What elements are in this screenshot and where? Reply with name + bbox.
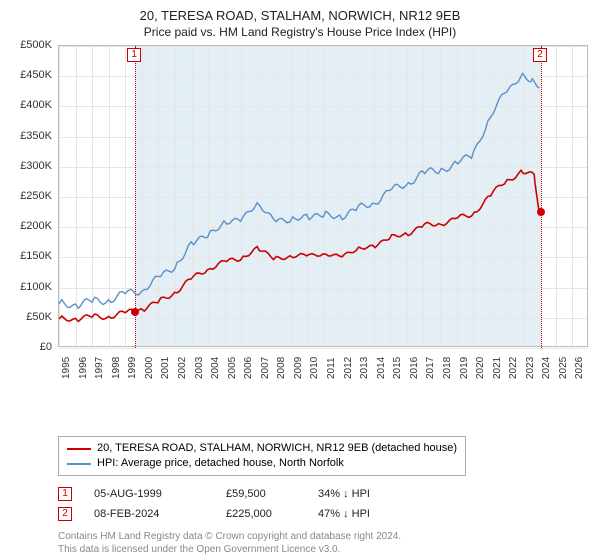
x-axis-label: 1998: [111, 357, 122, 379]
title-sub: Price paid vs. HM Land Registry's House …: [10, 25, 590, 39]
y-axis-label: £300K: [10, 160, 52, 172]
x-axis-label: 2024: [541, 357, 552, 379]
x-axis-label: 2000: [144, 357, 155, 379]
transaction-vs-hpi: 47% ↓ HPI: [318, 504, 408, 524]
x-axis-label: 2007: [260, 357, 271, 379]
gridline: [59, 348, 587, 349]
x-axis-label: 2002: [177, 357, 188, 379]
transaction-date: 08-FEB-2024: [94, 504, 204, 524]
transactions-table: 1 05-AUG-1999 £59,500 34% ↓ HPI 2 08-FEB-2024…: [58, 484, 590, 524]
y-axis-label: £200K: [10, 220, 52, 232]
x-axis-label: 2010: [309, 357, 320, 379]
series-property: [59, 170, 539, 321]
legend-label: 20, TERESA ROAD, STALHAM, NORWICH, NR12 …: [97, 441, 457, 456]
x-axis-label: 2014: [376, 357, 387, 379]
transaction-price: £225,000: [226, 504, 296, 524]
y-axis-label: £250K: [10, 190, 52, 202]
transaction-marker: 2: [58, 507, 72, 521]
legend: 20, TERESA ROAD, STALHAM, NORWICH, NR12 …: [58, 436, 466, 476]
chart-lines: [59, 46, 587, 346]
x-axis-label: 2013: [359, 357, 370, 379]
y-axis-label: £450K: [10, 69, 52, 81]
y-axis-label: £0: [10, 341, 52, 353]
legend-item: 20, TERESA ROAD, STALHAM, NORWICH, NR12 …: [67, 441, 457, 456]
x-axis-label: 2017: [425, 357, 436, 379]
transaction-row: 2 08-FEB-2024 £225,000 47% ↓ HPI: [58, 504, 590, 524]
legend-label: HPI: Average price, detached house, Nort…: [97, 456, 344, 471]
plot-region: [58, 45, 588, 347]
x-axis-label: 2008: [276, 357, 287, 379]
x-axis-label: 1996: [78, 357, 89, 379]
titles: 20, TERESA ROAD, STALHAM, NORWICH, NR12 …: [10, 8, 590, 39]
y-axis-label: £500K: [10, 39, 52, 51]
y-axis-label: £350K: [10, 130, 52, 142]
transaction-date: 05-AUG-1999: [94, 484, 204, 504]
legend-item: HPI: Average price, detached house, Nort…: [67, 456, 457, 471]
footer: Contains HM Land Registry data © Crown c…: [58, 530, 590, 556]
x-axis-label: 1997: [94, 357, 105, 379]
x-axis-label: 1999: [127, 357, 138, 379]
x-axis-label: 2015: [392, 357, 403, 379]
x-axis-label: 2019: [459, 357, 470, 379]
x-axis-label: 2016: [409, 357, 420, 379]
x-axis-label: 2011: [326, 357, 337, 379]
y-axis-label: £150K: [10, 250, 52, 262]
marker-badge: 1: [127, 48, 141, 62]
x-axis-label: 2009: [293, 357, 304, 379]
series-hpi: [59, 74, 539, 309]
legend-swatch: [67, 463, 91, 465]
y-axis-label: £400K: [10, 99, 52, 111]
x-axis-label: 1995: [61, 357, 72, 379]
transaction-marker: 1: [58, 487, 72, 501]
transaction-row: 1 05-AUG-1999 £59,500 34% ↓ HPI: [58, 484, 590, 504]
footer-line: Contains HM Land Registry data © Crown c…: [58, 530, 590, 543]
x-axis-label: 2025: [558, 357, 569, 379]
x-axis-label: 2005: [227, 357, 238, 379]
x-axis-label: 2001: [160, 357, 171, 379]
x-axis-label: 2003: [194, 357, 205, 379]
x-axis-label: 2004: [210, 357, 221, 379]
footer-line: This data is licensed under the Open Gov…: [58, 543, 590, 556]
x-axis-label: 2020: [475, 357, 486, 379]
transaction-price: £59,500: [226, 484, 296, 504]
x-axis-label: 2012: [343, 357, 354, 379]
transaction-vs-hpi: 34% ↓ HPI: [318, 484, 408, 504]
x-axis-label: 2006: [243, 357, 254, 379]
chart-container: 20, TERESA ROAD, STALHAM, NORWICH, NR12 …: [0, 0, 600, 560]
y-axis-label: £50K: [10, 311, 52, 323]
chart-area: £0 £50K £100K £150K £200K £250K £300K £350K £400…: [10, 45, 590, 430]
title-main: 20, TERESA ROAD, STALHAM, NORWICH, NR12 …: [10, 8, 590, 23]
marker-badge: 2: [533, 48, 547, 62]
x-axis-label: 2021: [492, 357, 503, 379]
y-axis-label: £100K: [10, 281, 52, 293]
x-axis-label: 2023: [525, 357, 536, 379]
legend-swatch: [67, 448, 91, 450]
x-axis-label: 2026: [574, 357, 585, 379]
x-axis-label: 2018: [442, 357, 453, 379]
x-axis-label: 2022: [508, 357, 519, 379]
